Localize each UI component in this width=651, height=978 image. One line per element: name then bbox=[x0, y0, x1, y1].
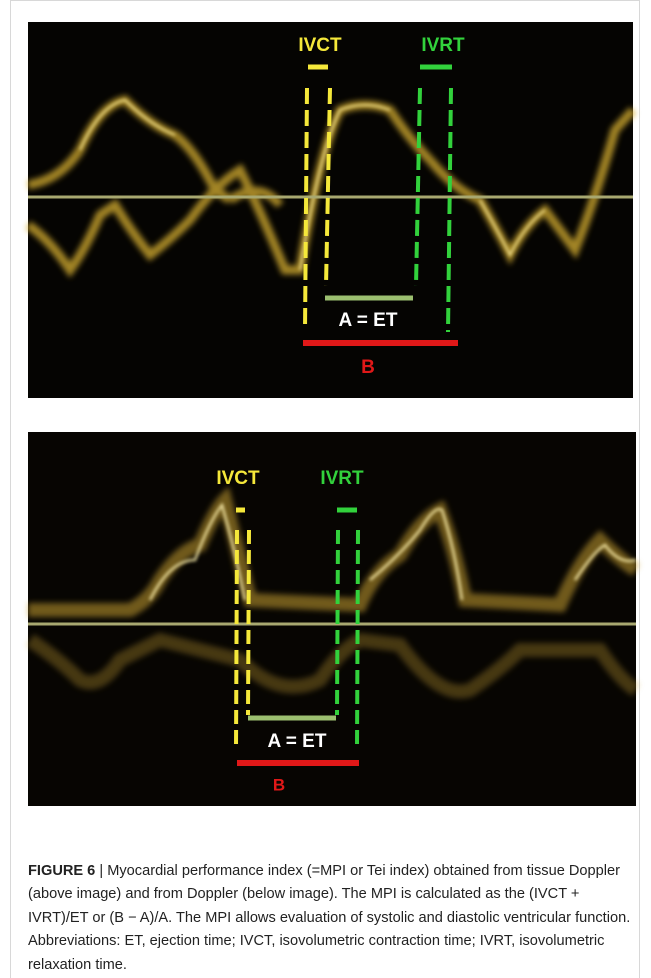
caption: FIGURE 6 | Myocardial performance index … bbox=[28, 860, 632, 977]
figure: IVCT IVRT A = ET B IVCT IVRT bbox=[25, 22, 640, 806]
panel-tissue-doppler: IVCT IVRT A = ET B bbox=[25, 22, 637, 398]
figure-frame bbox=[10, 0, 640, 978]
label-a: A = ET bbox=[268, 731, 327, 752]
label-b: B bbox=[273, 775, 285, 794]
caption-text: | Myocardial performance index (=MPI or … bbox=[28, 863, 631, 973]
label-ivrt: IVRT bbox=[421, 35, 465, 56]
label-ivrt: IVRT bbox=[320, 468, 364, 489]
label-ivct: IVCT bbox=[216, 468, 260, 489]
label-ivct: IVCT bbox=[298, 35, 342, 56]
label-a: A = ET bbox=[339, 310, 398, 331]
label-b: B bbox=[361, 357, 375, 378]
panel-doppler: IVCT IVRT A = ET B bbox=[26, 432, 640, 806]
caption-label: FIGURE 6 bbox=[28, 863, 96, 879]
